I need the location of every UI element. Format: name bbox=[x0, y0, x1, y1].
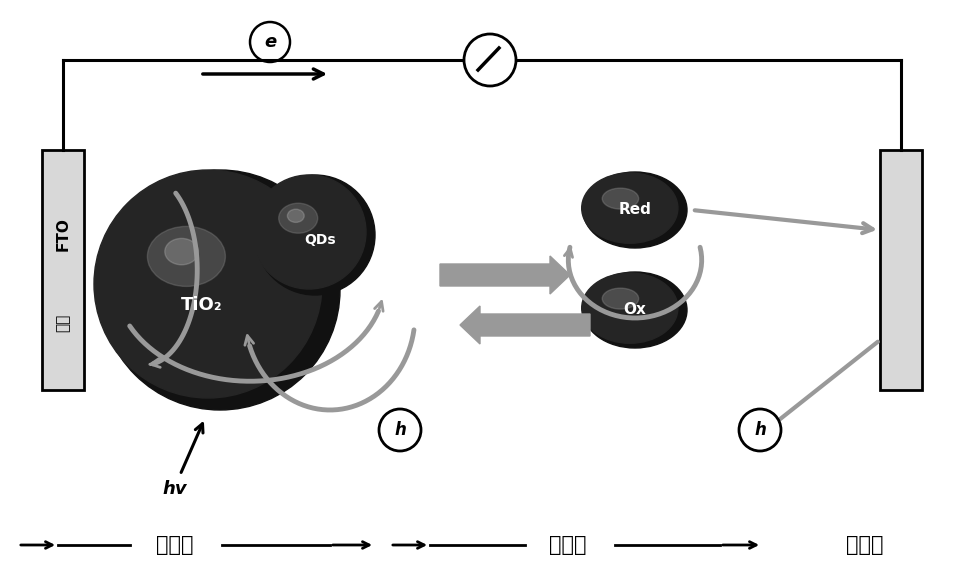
Ellipse shape bbox=[278, 203, 318, 233]
Ellipse shape bbox=[583, 172, 687, 248]
Circle shape bbox=[255, 175, 375, 295]
Circle shape bbox=[100, 170, 340, 410]
Text: 对电极: 对电极 bbox=[847, 535, 884, 555]
FancyBboxPatch shape bbox=[880, 150, 922, 390]
Text: hv: hv bbox=[163, 480, 187, 498]
Text: 光阳极: 光阳极 bbox=[156, 535, 194, 555]
Text: 玻璃: 玻璃 bbox=[56, 314, 71, 332]
FancyArrow shape bbox=[460, 306, 590, 344]
Ellipse shape bbox=[287, 209, 304, 223]
Text: FTO: FTO bbox=[56, 217, 71, 251]
Text: h: h bbox=[754, 421, 766, 439]
Text: Red: Red bbox=[618, 202, 652, 217]
Circle shape bbox=[739, 409, 781, 451]
Ellipse shape bbox=[582, 273, 678, 343]
Text: e: e bbox=[264, 33, 276, 51]
FancyArrow shape bbox=[440, 256, 570, 294]
Ellipse shape bbox=[582, 173, 678, 243]
Ellipse shape bbox=[165, 238, 198, 265]
Text: h: h bbox=[394, 421, 406, 439]
Ellipse shape bbox=[603, 288, 639, 309]
Ellipse shape bbox=[603, 188, 639, 209]
Text: Ox: Ox bbox=[623, 302, 647, 317]
Text: TiO₂: TiO₂ bbox=[181, 296, 222, 314]
Text: QDs: QDs bbox=[304, 233, 336, 247]
Ellipse shape bbox=[147, 227, 225, 287]
Circle shape bbox=[379, 409, 421, 451]
Text: 电解质: 电解质 bbox=[549, 535, 587, 555]
FancyBboxPatch shape bbox=[42, 150, 84, 390]
Circle shape bbox=[94, 170, 322, 398]
Circle shape bbox=[464, 34, 516, 86]
Circle shape bbox=[252, 175, 366, 289]
Ellipse shape bbox=[583, 272, 687, 348]
